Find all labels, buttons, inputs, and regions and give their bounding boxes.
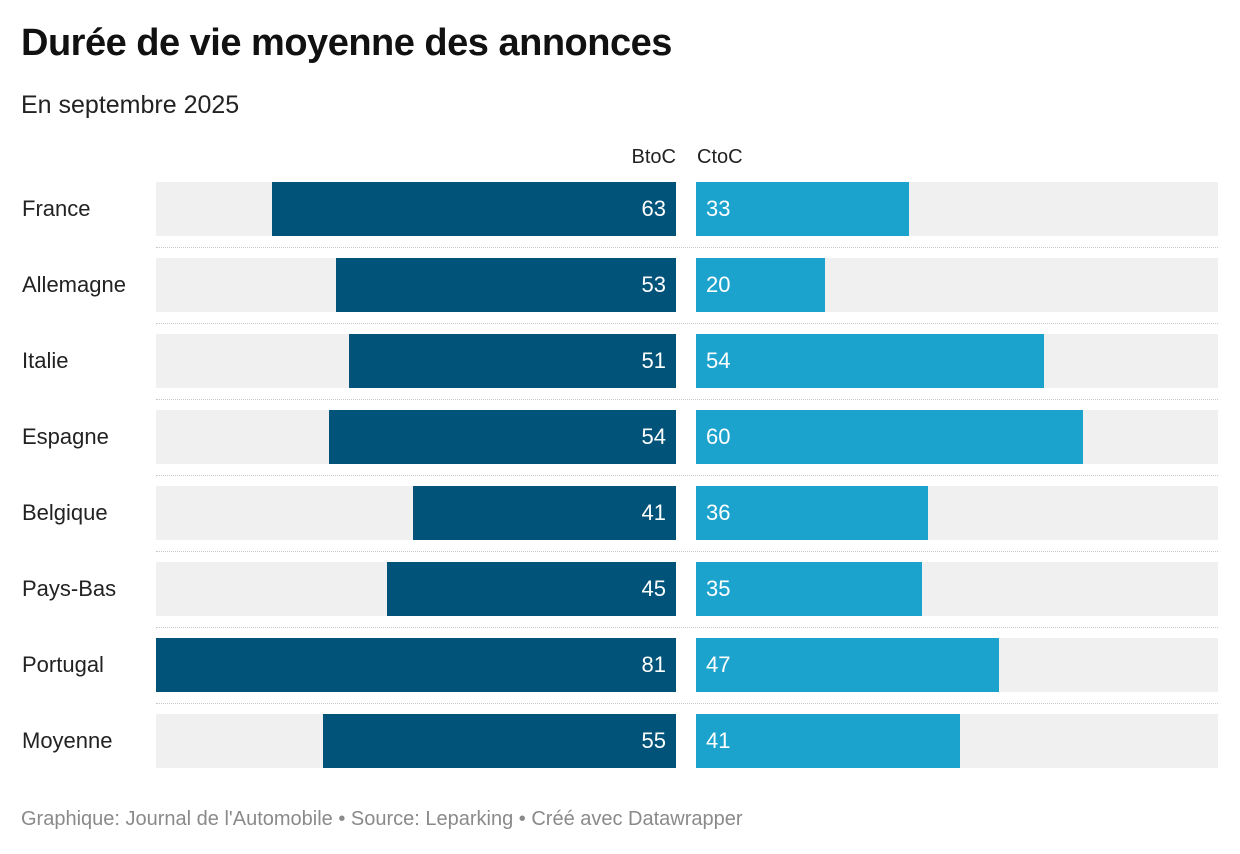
- btoc-value-label: 45: [641, 576, 666, 601]
- btoc-bar: [329, 410, 676, 464]
- row-label: Italie: [22, 348, 69, 373]
- btoc-value-label: 51: [641, 348, 666, 373]
- ctoc-bar: [696, 638, 999, 692]
- btoc-bar: [156, 638, 676, 692]
- ctoc-value-label: 60: [706, 424, 731, 449]
- btoc-value-label: 41: [641, 500, 666, 525]
- row-separator: [156, 551, 1218, 552]
- ctoc-column-header: CtoC: [697, 146, 743, 168]
- ctoc-bar: [696, 714, 961, 768]
- btoc-value-label: 53: [641, 272, 666, 297]
- btoc-column-header: BtoC: [631, 146, 676, 168]
- split-bar-chart: France 63 33 Allemagne 53 20 Italie 51 54 Espagne…: [0, 172, 1240, 782]
- row-separator: [156, 703, 1218, 704]
- chart-footer: Graphique: Journal de l'Automobile • Sou…: [21, 808, 743, 830]
- ctoc-bar: [696, 258, 825, 312]
- row-separator: [156, 475, 1218, 476]
- row-separator: [156, 247, 1218, 248]
- btoc-value-label: 55: [641, 728, 666, 753]
- ctoc-bar: [696, 562, 922, 616]
- chart-title: Durée de vie moyenne des annonces: [21, 22, 672, 64]
- chart-subtitle: En septembre 2025: [21, 91, 240, 119]
- ctoc-value-label: 54: [706, 348, 731, 373]
- ctoc-value-label: 20: [706, 272, 731, 297]
- ctoc-value-label: 47: [706, 652, 731, 677]
- ctoc-bar: [696, 334, 1044, 388]
- row-separator: [156, 399, 1218, 400]
- row-label: Allemagne: [22, 272, 126, 297]
- ctoc-value-label: 41: [706, 728, 731, 753]
- btoc-bar: [335, 258, 676, 312]
- btoc-bar: [322, 714, 676, 768]
- row-separator: [156, 323, 1218, 324]
- ctoc-bar: [696, 486, 928, 540]
- row-label: Espagne: [22, 424, 109, 449]
- row-label: Portugal: [22, 652, 104, 677]
- row-label: Belgique: [22, 500, 108, 525]
- ctoc-bar: [696, 182, 909, 236]
- row-label: Moyenne: [22, 728, 113, 753]
- btoc-bar: [412, 486, 676, 540]
- btoc-value-label: 54: [641, 424, 666, 449]
- btoc-bar: [387, 562, 676, 616]
- row-label: Pays-Bas: [22, 576, 117, 601]
- ctoc-value-label: 36: [706, 500, 731, 525]
- ctoc-value-label: 35: [706, 576, 731, 601]
- btoc-bar: [348, 334, 676, 388]
- btoc-value-label: 63: [641, 196, 666, 221]
- row-label: France: [22, 196, 91, 221]
- btoc-value-label: 81: [641, 652, 666, 677]
- ctoc-bar: [696, 410, 1083, 464]
- row-separator: [156, 627, 1218, 628]
- ctoc-value-label: 33: [706, 196, 731, 221]
- btoc-bar: [271, 182, 676, 236]
